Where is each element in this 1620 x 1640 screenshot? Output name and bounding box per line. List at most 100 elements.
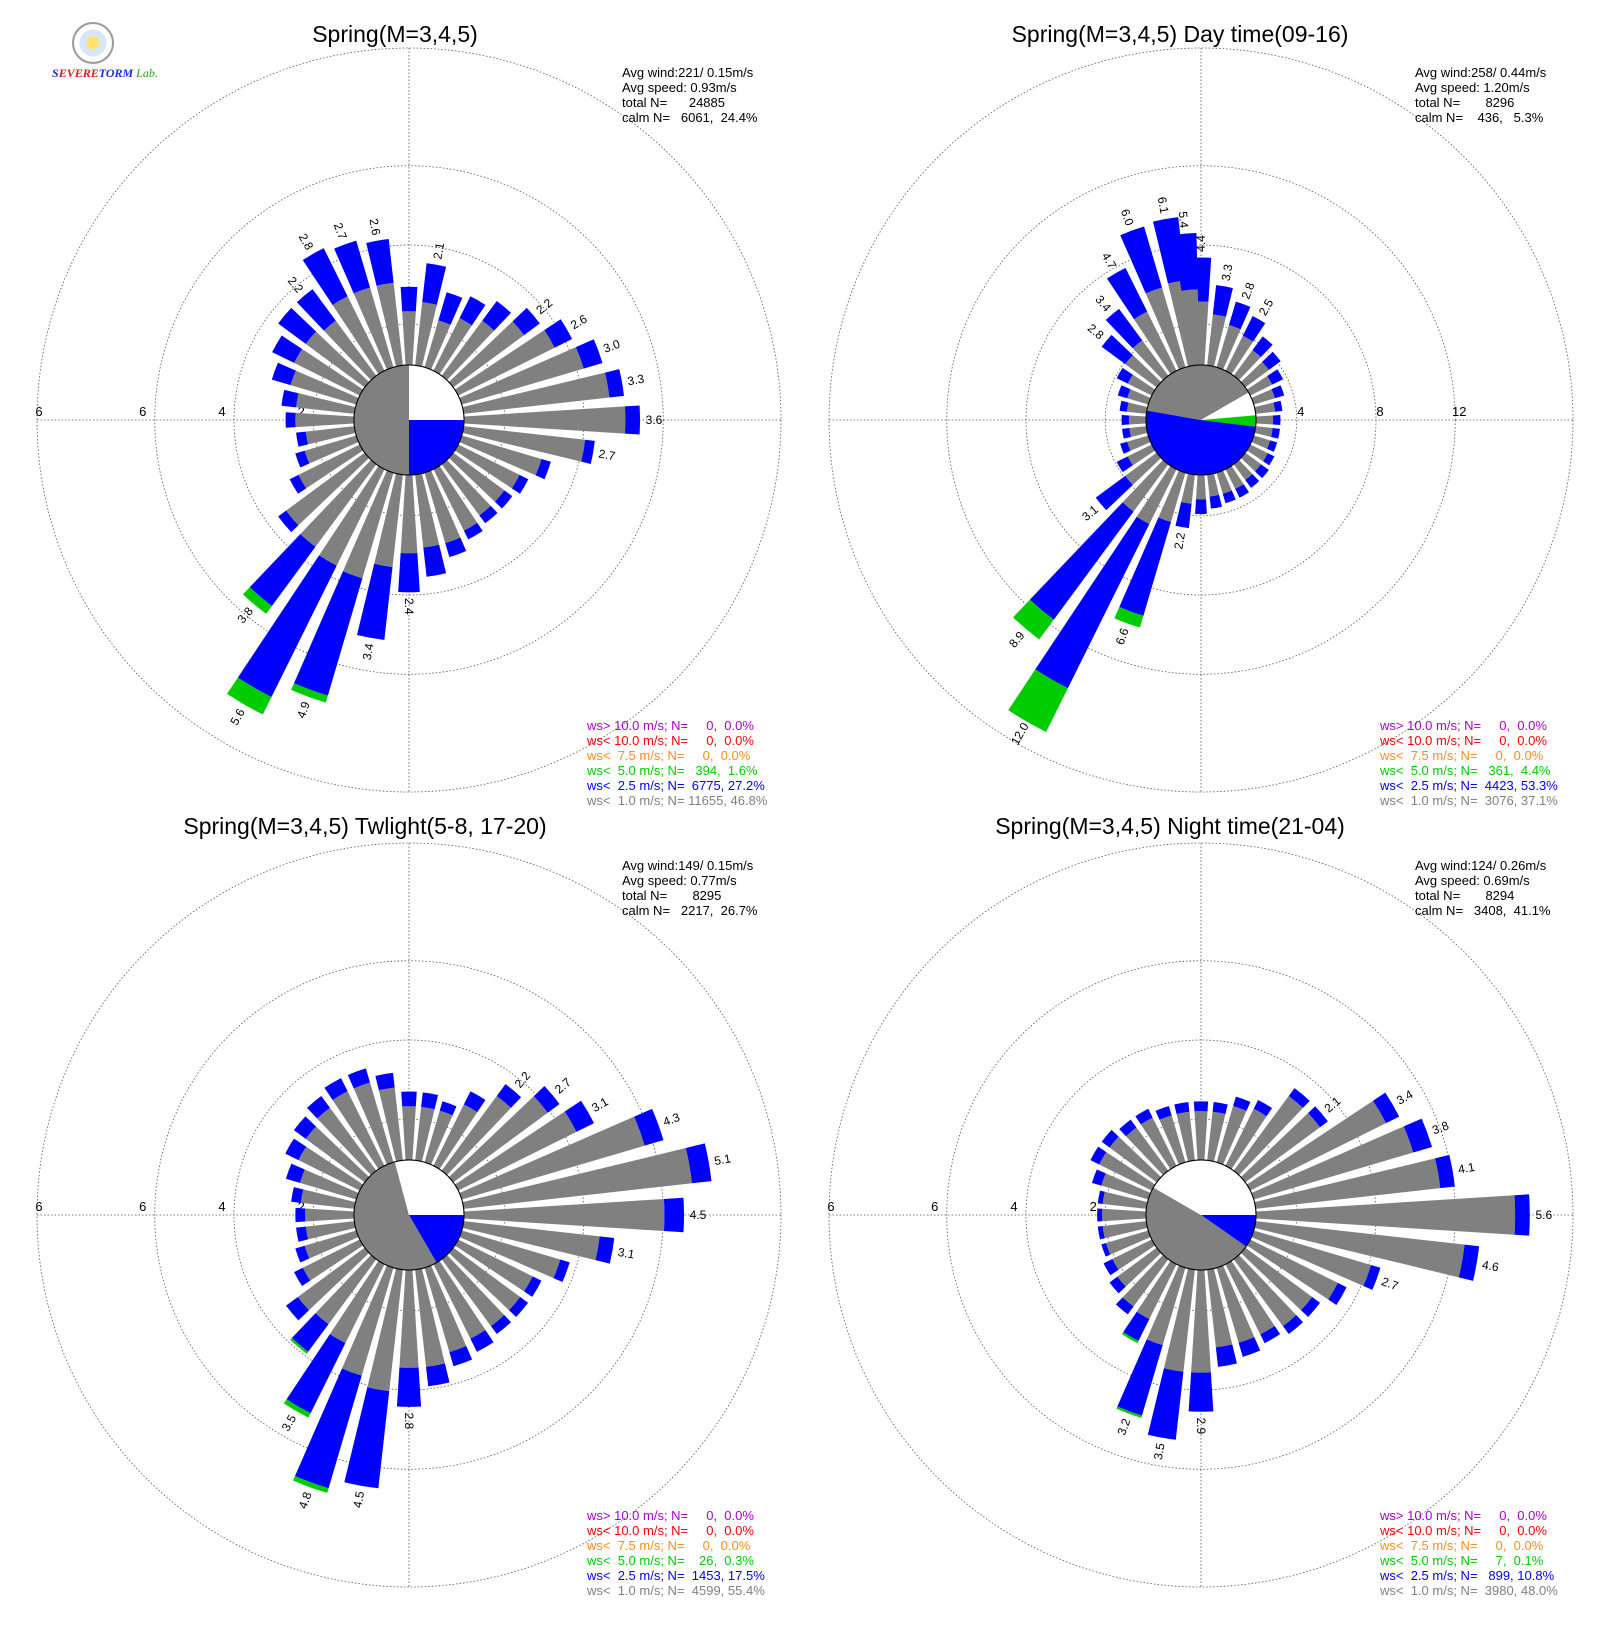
bar-value-label: 5.1	[713, 1151, 732, 1168]
bar-segment-calm	[1146, 1265, 1186, 1346]
bar-segment-low	[1116, 456, 1133, 473]
legend-entry: ws< 7.5 m/s; N= 0, 0.0%	[1379, 1538, 1544, 1553]
bar-segment-calm	[1129, 426, 1148, 437]
bar-segment-low	[663, 1197, 685, 1233]
bar-segment-low	[494, 490, 513, 509]
bar-value-label: 3.3	[1219, 263, 1236, 282]
bar-segment-low	[1267, 440, 1278, 452]
bar-segment-low	[422, 263, 447, 305]
bar-segment-calm	[1106, 1230, 1151, 1255]
ring-label: 2	[298, 1199, 305, 1214]
bar-segment-calm	[463, 406, 626, 434]
bar-segment-calm	[1109, 1136, 1162, 1183]
bar-segment-calm	[1246, 444, 1268, 462]
bar-segment-calm	[448, 321, 525, 388]
bar-segment-calm	[1251, 1230, 1372, 1286]
bar-segment-low	[1097, 1226, 1105, 1240]
bar-segment-low	[496, 1084, 522, 1108]
bar-segment-calm	[441, 1095, 511, 1176]
calm-pie-slice	[409, 365, 464, 420]
bar-segment-calm	[1099, 1152, 1156, 1191]
bar-value-label: 4.3	[661, 1110, 682, 1129]
bar-segment-low	[482, 300, 511, 331]
legend-entry: ws> 10.0 m/s; N= 0, 0.0%	[1379, 718, 1547, 733]
bar-segment-low	[685, 1143, 712, 1184]
info-line: Avg wind:149/ 0.15m/s	[622, 858, 754, 873]
bar-segment-calm	[1255, 1195, 1516, 1235]
bar-segment-calm	[1207, 1111, 1226, 1162]
info-line: calm N= 2217, 26.7%	[622, 903, 758, 918]
bar-value-label: 5.6	[1535, 1208, 1552, 1222]
info-line: calm N= 3408, 41.1%	[1415, 903, 1551, 918]
calm-pie-slice	[409, 1160, 464, 1215]
legend-entry: ws< 10.0 m/s; N= 0, 0.0%	[1379, 733, 1547, 748]
bar-segment-calm	[1126, 402, 1148, 414]
bar-segment-calm	[415, 473, 440, 548]
legend-entry: ws> 10.0 m/s; N= 0, 0.0%	[586, 1508, 754, 1523]
legend-entry: ws< 1.0 m/s; N= 3076, 37.1%	[1379, 793, 1558, 808]
bar-segment-calm	[296, 393, 356, 414]
bar-segment-low	[278, 510, 299, 533]
bar-segment-calm	[448, 452, 505, 502]
ring-label: 8	[1376, 404, 1383, 419]
calm-pie-slice	[394, 1160, 409, 1215]
info-line: total N= 8296	[1415, 95, 1514, 110]
bar-segment-calm	[1225, 465, 1244, 489]
bar-segment-low	[294, 1267, 311, 1287]
bar-segment-low	[1121, 415, 1130, 425]
bar-segment-calm	[433, 1104, 478, 1170]
bar-segment-mid	[283, 1399, 311, 1418]
bar-segment-calm	[304, 435, 359, 464]
university-seal-icon	[72, 22, 114, 64]
bar-segment-low	[278, 307, 317, 344]
bar-segment-low	[1435, 1154, 1455, 1189]
ring-label: 6	[931, 1199, 938, 1214]
bar-segment-low	[237, 555, 337, 697]
bar-segment-low	[291, 1313, 329, 1352]
bar-segment-low	[1228, 301, 1251, 330]
bar-segment-low	[293, 1116, 317, 1139]
bar-segment-low	[271, 362, 296, 386]
bar-segment-low	[1260, 1325, 1281, 1344]
bar-segment-low	[1105, 308, 1143, 349]
bar-segment-low	[581, 439, 595, 464]
bar-segment-low	[401, 1091, 417, 1107]
legend-entry: ws< 10.0 m/s; N= 0, 0.0%	[1379, 1523, 1547, 1538]
bar-segment-low	[1209, 494, 1222, 509]
bar-segment-calm	[1225, 335, 1254, 375]
panel-title: Spring(M=3,4,5)	[312, 21, 478, 47]
bar-segment-calm	[378, 1087, 403, 1162]
info-line: calm N= 6061, 24.4%	[622, 110, 758, 125]
bar-segment-low	[445, 537, 467, 558]
range-ring	[36, 47, 782, 793]
bar-segment-low	[1363, 1265, 1381, 1290]
bar-segment-calm	[462, 372, 610, 414]
bar-segment-calm	[1254, 402, 1276, 414]
bar-segment-calm	[1140, 1117, 1177, 1170]
bar-segment-calm	[454, 1239, 533, 1292]
bar-segment-calm	[454, 444, 520, 489]
bar-segment-calm	[1251, 1126, 1414, 1200]
bar-segment-calm	[290, 370, 359, 405]
lab-logo-text: SEVERETORM Lab.	[52, 66, 158, 80]
bar-segment-low	[1175, 501, 1192, 529]
legend-entry: ws< 1.0 m/s; N= 3980, 48.0%	[1379, 1583, 1558, 1598]
bar-value-label: 2.4	[402, 598, 416, 615]
bar-segment-calm	[300, 459, 377, 547]
bar-value-label: 2.9	[1194, 1417, 1208, 1434]
bar-segment-calm	[1127, 435, 1151, 451]
bar-segment-low	[285, 1138, 307, 1161]
bar-segment-low	[366, 239, 394, 286]
bar-segment-low	[1119, 517, 1171, 616]
bar-segment-calm	[329, 1260, 385, 1344]
bar-segment-calm	[1225, 1108, 1267, 1170]
range-ring	[828, 47, 1574, 793]
bar-segment-calm	[1254, 1221, 1465, 1278]
legend-entry: ws< 2.5 m/s; N= 1453, 17.5%	[586, 1568, 765, 1583]
bar-segment-calm	[376, 282, 403, 367]
bar-segment-low	[1514, 1194, 1530, 1236]
bar-segment-calm	[305, 1221, 356, 1240]
bar-segment-low	[1233, 1096, 1251, 1111]
bar-segment-low	[356, 563, 393, 640]
bar-segment-low	[1215, 1344, 1237, 1367]
